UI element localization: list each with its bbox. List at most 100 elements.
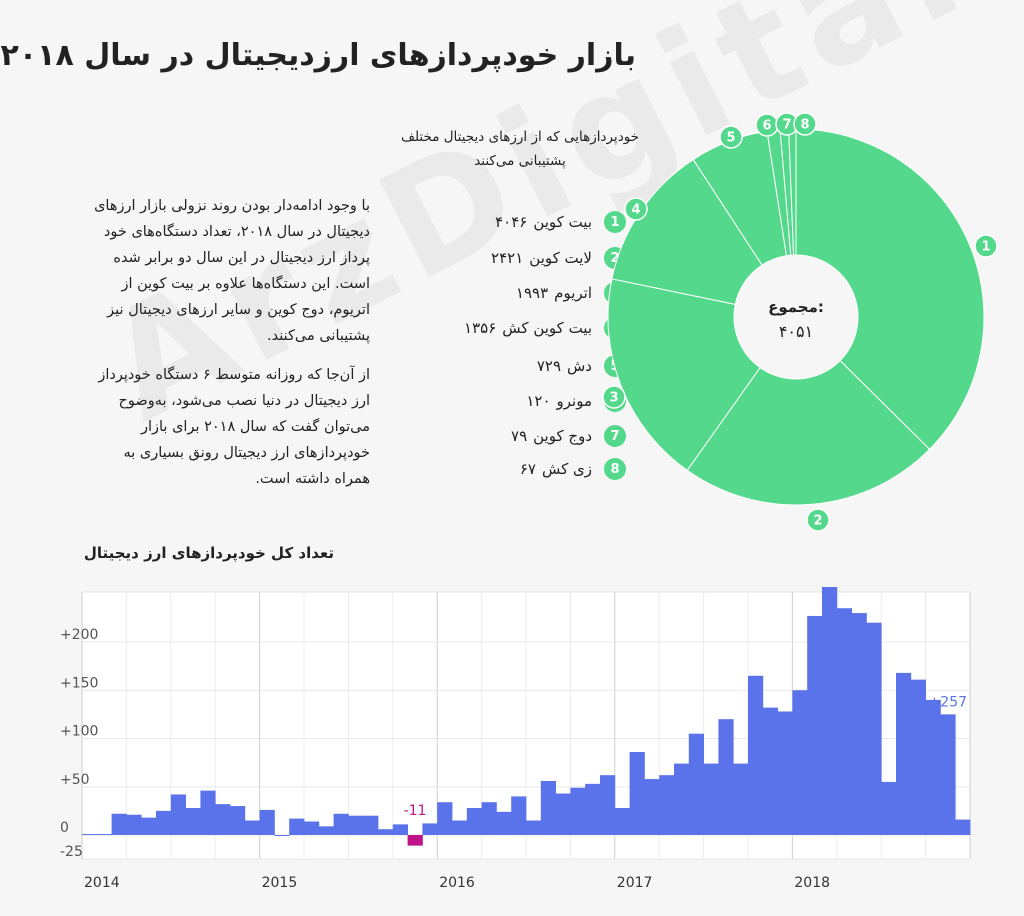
legend-value: ۷۲۹: [536, 357, 561, 375]
legend-item: 1 بیت کوین ۴۰۴۶: [416, 210, 626, 234]
pie-slice: [686, 359, 931, 506]
bar: [318, 826, 334, 835]
pie-slice-number: 5: [726, 131, 735, 146]
bar: [540, 780, 556, 835]
legend-item: 8 زی کش ۶۷: [416, 457, 626, 481]
pie-total-value: ۴۰۵۱: [779, 322, 813, 341]
bar: [748, 675, 764, 835]
legend-label: دش: [567, 357, 592, 375]
bar: [674, 763, 690, 835]
bar: [437, 802, 453, 835]
pie-slice-number: 7: [782, 118, 791, 133]
y-tick-label: +50: [60, 772, 90, 788]
x-tick-label: 2016: [439, 875, 475, 891]
bar: [851, 613, 867, 835]
bar: [244, 820, 260, 835]
bar: [614, 807, 630, 835]
legend-value: ۱۹۹۳: [515, 284, 549, 302]
legend-value: ۴۰۴۶: [495, 213, 528, 231]
bar: [792, 690, 808, 835]
legend-label: لایت کوین: [529, 249, 592, 267]
bar: [378, 829, 394, 835]
bar: [866, 622, 882, 835]
intro-paragraph: با وجود ادامه‌دار بودن روند نزولی بازار …: [94, 198, 370, 344]
bar: [718, 719, 734, 835]
bar: [422, 823, 438, 835]
x-tick-label: 2017: [617, 875, 653, 891]
legend-label: دوج کوین: [533, 427, 592, 445]
bar: [836, 608, 852, 835]
pie-slice: [611, 158, 763, 306]
bar: [259, 809, 275, 835]
bar-data-label: -11: [404, 803, 427, 819]
bar: [940, 714, 956, 835]
pie-slice-number: 1: [981, 240, 990, 255]
y-tick-label: +100: [60, 724, 98, 740]
bar: [955, 819, 971, 835]
bar: [881, 781, 897, 835]
legend-value: ۱۳۵۶: [464, 319, 497, 337]
bar-chart-title: تعداد کل خودپردازهای ارز دیجیتال: [83, 544, 334, 562]
pie-slice-number-badge: 4: [624, 197, 648, 221]
legend-label: بیت کوین کش: [502, 319, 592, 337]
bar: [126, 814, 142, 835]
legend-number-badge: 1: [604, 211, 626, 233]
legend-value: ۱۲۰: [526, 392, 551, 410]
bar: [170, 794, 186, 835]
pie-total-label: مجموع:: [768, 298, 824, 316]
bar: [910, 679, 926, 835]
bar: [659, 775, 675, 835]
legend-item: 2 لایت کوین ۲۴۲۱: [416, 246, 626, 270]
legend-label: زی کش: [541, 460, 592, 478]
bar: [496, 811, 512, 835]
pie-slice: [607, 278, 761, 472]
x-tick-label: 2018: [794, 875, 830, 891]
x-tick-label: 2015: [262, 875, 298, 891]
bar: [733, 763, 749, 835]
bar: [526, 820, 542, 835]
bar: [703, 763, 719, 835]
bar: [215, 804, 231, 835]
bar: [511, 796, 527, 835]
pie-slice-number-badge: 5: [719, 125, 743, 149]
legend-number-badge: 7: [604, 425, 626, 447]
legend-label: بیت کوین: [533, 213, 592, 231]
bar: [156, 810, 172, 835]
bar: [274, 835, 290, 836]
pie-slice-number-badge: 8: [793, 112, 817, 136]
legend-label: مونرو: [556, 392, 592, 410]
bar: [304, 821, 320, 835]
pie-slice-number: 3: [609, 391, 618, 406]
pie-slice: [795, 128, 985, 451]
bar: [452, 820, 468, 835]
legend-number-badge: 8: [604, 458, 626, 480]
bar: [777, 711, 793, 835]
legend-value: ۲۴۲۱: [491, 249, 524, 267]
bar: [82, 834, 98, 836]
bar: [762, 707, 778, 835]
bar: [644, 779, 660, 835]
x-tick-label: 2014: [84, 875, 120, 891]
y-tick-label: 0: [60, 820, 69, 836]
bar: [407, 835, 423, 846]
bar: [688, 733, 704, 835]
bar: [111, 813, 127, 835]
pie-slice-number-badge: 2: [806, 508, 830, 532]
bar-data-label: +257: [929, 694, 967, 710]
page-title: بازار خودپردازهای ارزدیجیتال در سال ۲۰۱۸: [0, 38, 636, 73]
pie-slice-number: 8: [800, 118, 809, 133]
bar: [570, 787, 586, 835]
bar: [333, 813, 349, 835]
y-tick-label: +150: [60, 675, 98, 691]
bar: [896, 672, 912, 835]
bar: [200, 790, 216, 835]
bar: [925, 699, 941, 835]
bar: [466, 807, 482, 835]
y-tick-label: -25: [60, 844, 83, 860]
bar: [230, 806, 246, 835]
bar: [289, 818, 305, 835]
legend-value: ۷۹: [511, 427, 528, 445]
pie-chart-title: خودپردازهایی که از ارزهای دیجیتال مختلف …: [400, 129, 640, 169]
